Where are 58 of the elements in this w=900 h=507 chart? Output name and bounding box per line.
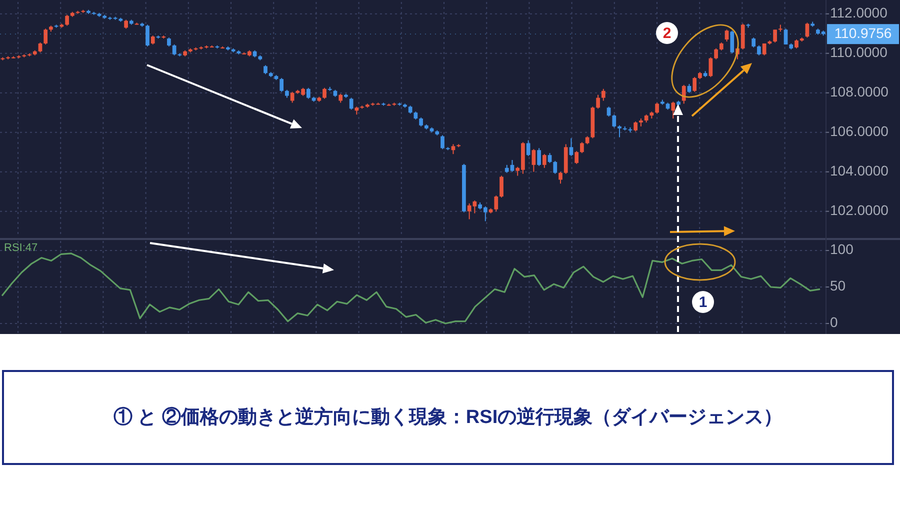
candlestick: [574, 150, 579, 164]
candlestick: [634, 120, 638, 132]
candlestick: [730, 30, 734, 54]
candlestick: [467, 202, 472, 220]
candlestick: [773, 29, 777, 43]
candlestick: [542, 154, 546, 168]
candlestick: [537, 148, 541, 166]
candlestick: [306, 87, 310, 100]
candlestick: [146, 24, 150, 47]
candlestick: [682, 84, 686, 104]
candlestick: [494, 195, 498, 212]
candlestick: [569, 138, 574, 157]
candlestick: [322, 87, 326, 100]
candlestick: [532, 148, 536, 172]
y-tick-label: 110.0000: [830, 44, 888, 60]
candlestick: [671, 101, 676, 120]
y-tick-label: 104.0000: [830, 162, 889, 179]
candlestick: [601, 88, 606, 102]
candlestick: [38, 42, 42, 53]
y-tick-label: 102.0000: [830, 202, 889, 218]
candlestick: [655, 102, 659, 114]
candlestick: [440, 134, 444, 150]
y-tick-label: 106.0000: [830, 123, 889, 140]
candlestick: [740, 23, 745, 50]
annotation: 1: [698, 294, 708, 311]
annotation: 2: [662, 24, 672, 42]
candlestick: [757, 44, 761, 56]
candlestick: [548, 152, 552, 164]
candlestick: [553, 160, 558, 174]
ref-line-label: 110.9756: [834, 24, 892, 41]
candlestick: [451, 144, 456, 155]
candlestick: [580, 142, 584, 154]
candlestick: [65, 14, 69, 26]
y-tick-label: 100: [830, 241, 854, 258]
line-series: [1, 252, 821, 324]
candlestick: [618, 124, 622, 138]
candlestick: [692, 76, 697, 92]
candlestick: [558, 171, 562, 184]
candlestick: [752, 37, 756, 48]
candlestick: [500, 175, 504, 198]
candlestick: [596, 94, 600, 110]
candlestick: [280, 78, 284, 92]
candlestick: [44, 28, 48, 45]
text: ① と ②価格の動きと逆方向に動く現象：RSIの逆行現象（ダイバージェンス）: [113, 406, 783, 428]
candlestick: [172, 44, 176, 56]
y-tick-label: 112.0000: [830, 4, 888, 21]
y-tick-label: 108.0000: [830, 84, 889, 100]
candlestick: [526, 140, 530, 157]
y-tick-label: 0: [830, 314, 838, 330]
y-tick-label: 50: [830, 278, 846, 294]
candlestick: [472, 200, 477, 214]
candlestick: [714, 48, 718, 60]
candlestick: [724, 29, 729, 42]
candlestick: [805, 22, 810, 38]
chart-title: RSI:47: [4, 242, 38, 254]
candlestick: [606, 106, 611, 118]
candlestick: [784, 28, 788, 45]
candlestick: [612, 114, 616, 128]
